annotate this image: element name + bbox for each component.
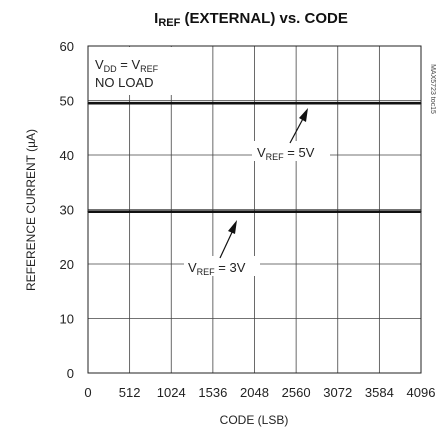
- x-tick-label: 0: [84, 385, 91, 400]
- data-point: [212, 102, 214, 104]
- x-tick-labels: 0 512 1024 1536 2048 2560 3072 3584 4096: [84, 385, 435, 400]
- data-point: [295, 102, 297, 104]
- y-tick-label: 60: [60, 39, 74, 54]
- annotation-5v: VREF = 5V: [257, 145, 315, 162]
- grid: [88, 46, 421, 373]
- data-point: [253, 211, 256, 213]
- y-tick-label: 50: [60, 94, 74, 109]
- y-tick-labels: 0 10 20 30 40 50 60: [60, 39, 74, 381]
- x-axis-title: CODE (LSB): [220, 413, 289, 427]
- y-tick-label: 40: [60, 148, 74, 163]
- y-tick-label: 10: [60, 312, 74, 327]
- data-point: [378, 211, 380, 213]
- side-label: MAX5723 toc15: [429, 64, 436, 114]
- data-point: [295, 211, 297, 213]
- annotation-3v: VREF = 3V: [188, 260, 246, 277]
- data-point: [337, 102, 339, 104]
- data-point: [337, 211, 339, 213]
- title-main: I: [154, 10, 158, 27]
- title-sub: REF: [158, 17, 180, 29]
- x-tick-label: 2560: [282, 385, 311, 400]
- conditions-box-bg: [89, 47, 177, 95]
- x-tick-label: 4096: [407, 385, 436, 400]
- condition-vdd-vref: VDD = VREF: [95, 57, 159, 74]
- x-tick-label: 2048: [240, 385, 269, 400]
- x-tick-label: 3072: [323, 385, 352, 400]
- annotation-3v-leader: [219, 227, 235, 259]
- annotation-3v-arrowhead: [228, 220, 237, 234]
- annotation-3v-bg: [184, 256, 260, 276]
- data-point: [212, 211, 214, 213]
- y-tick-label: 0: [67, 366, 74, 381]
- x-tick-label: 3584: [365, 385, 394, 400]
- data-point: [253, 102, 256, 104]
- plot-frame: [87, 45, 422, 374]
- x-tick-label: 1024: [157, 385, 186, 400]
- x-tick-label: 512: [119, 385, 141, 400]
- data-point: [129, 211, 131, 213]
- data-point: [170, 102, 172, 104]
- chart-title: IREF (EXTERNAL) vs. CODE: [154, 10, 348, 29]
- y-tick-label: 30: [60, 203, 74, 218]
- y-axis-title: REFERENCE CURRENT (µA): [24, 129, 38, 291]
- annotation-5v-arrowhead: [299, 108, 308, 122]
- data-point: [170, 211, 172, 213]
- title-rest: (EXTERNAL) vs. CODE: [180, 10, 348, 27]
- x-tick-label: 1536: [198, 385, 227, 400]
- condition-no-load: NO LOAD: [95, 75, 154, 90]
- data-point: [129, 102, 131, 104]
- y-tick-label: 20: [60, 257, 74, 272]
- annotation-5v-bg: [252, 141, 330, 161]
- series-group: [87, 101, 422, 213]
- data-point: [378, 102, 380, 104]
